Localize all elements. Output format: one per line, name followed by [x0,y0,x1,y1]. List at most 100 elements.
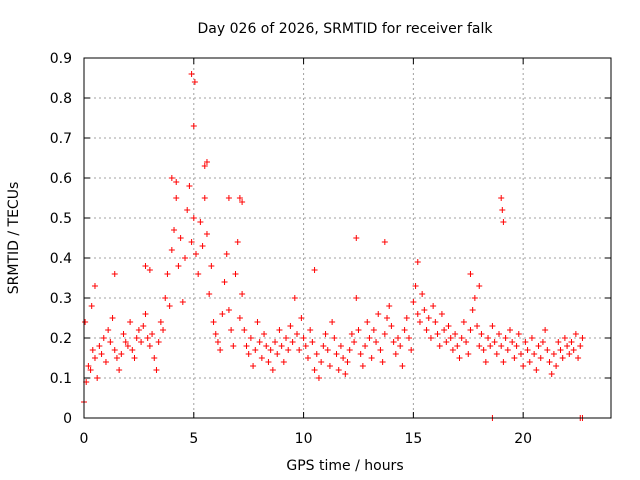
data-point [337,343,344,349]
x-tick-label: 20 [514,431,532,447]
data-point [550,351,557,357]
data-point [447,335,454,341]
data-point [230,343,237,349]
data-point [568,339,575,345]
data-point [272,339,279,345]
data-point [522,339,529,345]
data-point [537,355,544,361]
data-point [214,339,221,345]
data-point [184,207,191,213]
data-point [480,347,487,353]
data-point [192,251,199,257]
data-point [127,319,134,325]
data-point [236,195,243,201]
data-point [88,303,95,309]
data-point [122,339,129,345]
data-point [419,291,426,297]
data-point [313,351,320,357]
data-point [162,295,169,301]
y-axis: 0 0.1 0.2 0.3 0.4 0.5 0.6 0.7 0.8 0.9 [50,51,611,427]
data-point [438,311,445,317]
data-point [94,375,101,381]
data-point [430,303,437,309]
data-point [520,363,527,369]
data-point [206,291,213,297]
data-point [452,331,459,337]
data-point [105,327,112,333]
data-point [320,343,327,349]
data-point [381,239,388,245]
data-point [517,351,524,357]
data-point [182,255,189,261]
data-point [118,351,125,357]
data-point [410,299,417,305]
data-point [368,355,375,361]
data-point [340,355,347,361]
data-point [274,351,281,357]
data-point [427,335,434,341]
data-point [399,363,406,369]
data-point [278,343,285,349]
data-points [81,71,586,421]
data-point [500,219,507,225]
data-point [111,271,118,277]
plot-frame [83,57,612,419]
data-point [151,355,158,361]
data-point [405,335,412,341]
data-point [138,339,145,345]
data-point [146,343,153,349]
data-point [102,359,109,365]
y-tick-label: 0.3 [50,291,72,307]
data-point [142,311,149,317]
data-point [498,343,505,349]
data-point [496,331,503,337]
data-point [449,347,456,353]
data-point [572,331,579,337]
data-point [258,355,265,361]
data-point [283,335,290,341]
data-point [566,351,573,357]
data-point [353,235,360,241]
data-point [285,347,292,353]
x-tick-label: 10 [295,431,313,447]
data-point [179,299,186,305]
y-tick-label: 0.1 [50,371,72,387]
data-point [579,335,586,341]
data-point [467,271,474,277]
data-point [210,319,217,325]
data-point [287,323,294,329]
data-point [408,347,415,353]
data-point [131,355,138,361]
data-point [311,267,318,273]
data-point [553,363,560,369]
data-point [225,307,232,313]
data-point [100,335,107,341]
data-point [157,319,164,325]
data-point [322,331,329,337]
data-point [120,331,127,337]
data-point [217,347,224,353]
data-point [140,323,147,329]
data-point [188,71,195,77]
data-point [373,339,380,345]
data-point [269,367,276,373]
data-point [261,331,268,337]
data-point [199,243,206,249]
data-point [208,263,215,269]
data-point [98,351,105,357]
data-point [304,355,311,361]
data-point [478,331,485,337]
data-point [107,339,114,345]
data-point [397,343,404,349]
data-point [331,335,338,341]
data-point [364,319,371,325]
data-point [463,339,470,345]
data-point [416,319,423,325]
data-point [173,179,180,185]
data-point [500,359,507,365]
data-point [155,339,162,345]
data-point [302,343,309,349]
data-point [377,347,384,353]
data-point [175,263,182,269]
data-point [168,247,175,253]
